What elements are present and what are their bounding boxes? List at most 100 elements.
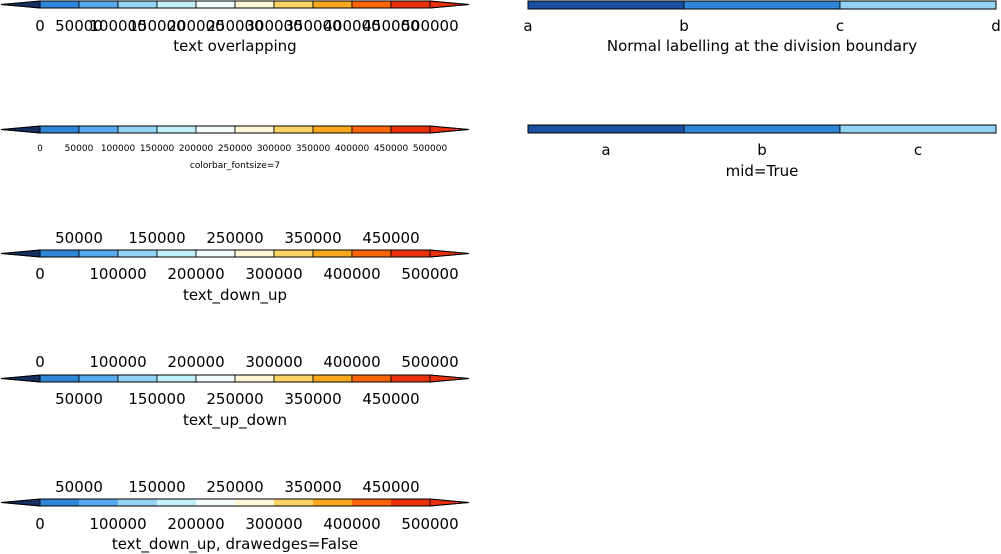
below-tick-label: 50000 <box>65 144 94 154</box>
colorbar-segment <box>78 374 119 383</box>
colorbar-segment <box>312 125 353 134</box>
colorbar-segment <box>273 374 314 383</box>
above-tick-label: 400000 <box>323 353 380 371</box>
below-tick-label: 0 <box>35 17 45 35</box>
colorbar-segment <box>157 499 196 506</box>
above-tick-label: 150000 <box>128 229 185 247</box>
colorbar-segment <box>683 0 841 10</box>
colorbar-panel-4: 50000 150000 250000 350000 450000 0 100000 2000… <box>0 353 470 430</box>
below-tick-label: 300000 <box>245 515 302 533</box>
below-tick-label: 300000 <box>245 265 302 283</box>
below-tick-label: 500000 <box>401 17 458 35</box>
colorbar-segment <box>234 374 275 383</box>
below-tick-label: 500000 <box>413 144 448 154</box>
below-tick-label: 0 <box>35 265 45 283</box>
below-tick-label: 300000 <box>257 144 292 154</box>
colorbar-segment <box>234 0 275 9</box>
below-tick-label: 200000 <box>167 17 224 35</box>
colorbar-segment <box>312 0 353 9</box>
below-tick-label: 200000 <box>179 144 214 154</box>
colorbar-segment <box>351 374 392 383</box>
colorbar-segment <box>351 249 392 258</box>
colorbar-segment <box>195 0 236 9</box>
below-tick-label: 200000 <box>167 265 224 283</box>
below-tick-label: 0 <box>37 144 43 154</box>
colorbar-segment <box>195 125 236 134</box>
above-tick-label: 250000 <box>206 229 263 247</box>
below-tick-label: 100000 <box>89 265 146 283</box>
colorbar-segment <box>39 0 80 9</box>
category-tick-label: a <box>523 17 532 35</box>
colorbar-outline <box>527 124 997 134</box>
colorbar-segment <box>118 499 157 506</box>
colorbar-segment <box>390 0 431 9</box>
colorbar-segment <box>274 499 313 506</box>
colorbar-segment <box>196 499 235 506</box>
colorbar-segment <box>40 499 79 506</box>
colorbar-segment <box>313 499 352 506</box>
above-tick-label: 500000 <box>401 353 458 371</box>
colorbar-segment <box>273 0 314 9</box>
below-tick-label: 100000 <box>101 144 136 154</box>
colorbar-segment <box>117 374 158 383</box>
below-tick-label: 50000 <box>55 17 103 35</box>
category-tick-label: d <box>991 17 1001 35</box>
colorbar-extend-min <box>0 125 41 134</box>
colorbar-segment <box>117 249 158 258</box>
colorbar-extend-max <box>429 374 470 383</box>
above-tick-label: 150000 <box>128 478 185 496</box>
colorbar-segment <box>683 124 841 134</box>
colorbar-extend-max <box>429 0 470 9</box>
below-tick-label: 250000 <box>206 17 263 35</box>
colorbar-panel-5: 0 100000 200000 300000 400000 500000 50000 1500… <box>0 478 470 554</box>
colorbar-title: colorbar_fontsize=7 <box>190 161 280 171</box>
colorbar-segment <box>78 249 119 258</box>
colorbar-extend-min <box>0 374 41 383</box>
colorbar-title: text overlapping <box>173 37 296 55</box>
above-tick-label: 350000 <box>284 478 341 496</box>
above-tick-label: 450000 <box>362 229 419 247</box>
below-tick-label: 150000 <box>128 17 185 35</box>
below-tick-label: 450000 <box>374 144 409 154</box>
colorbar-panel-6: a b c d Normal labelling at the division bou… <box>523 0 1001 55</box>
colorbar-segment <box>527 124 685 134</box>
colorbar-extend-min <box>0 0 41 9</box>
above-tick-label: 50000 <box>55 478 103 496</box>
colorbar-segment <box>390 374 431 383</box>
below-tick-label: 350000 <box>284 390 341 408</box>
category-tick-label: b <box>757 141 767 159</box>
colorbar-outline <box>0 374 470 383</box>
above-tick-label: 200000 <box>167 353 224 371</box>
colorbar-segment <box>78 0 119 9</box>
colorbar-segment <box>39 125 80 134</box>
below-tick-label: 400000 <box>323 265 380 283</box>
below-tick-label: 150000 <box>128 390 185 408</box>
colorbar-segment <box>273 249 314 258</box>
colorbar-segment <box>78 125 119 134</box>
category-tick-label: a <box>601 141 610 159</box>
category-tick-label: b <box>679 17 689 35</box>
above-tick-label: 300000 <box>245 353 302 371</box>
colorbar-segment <box>527 0 685 10</box>
below-tick-label: 0 <box>35 515 45 533</box>
colorbar-segment <box>312 374 353 383</box>
below-tick-label: 450000 <box>362 17 419 35</box>
colorbar-title: text_down_up, drawedges=False <box>112 535 358 554</box>
below-tick-label: 400000 <box>323 17 380 35</box>
below-tick-label: 350000 <box>296 144 331 154</box>
colorbar-segment <box>156 249 197 258</box>
colorbar-segment <box>234 249 275 258</box>
category-tick-label: c <box>914 141 922 159</box>
below-tick-label: 400000 <box>335 144 370 154</box>
colorbar-segment <box>273 125 314 134</box>
colorbar-segment <box>195 374 236 383</box>
colorbar-title: Normal labelling at the division boundar… <box>607 37 917 55</box>
below-tick-label: 100000 <box>89 17 146 35</box>
colorbar-segment <box>234 125 275 134</box>
below-tick-label: 400000 <box>323 515 380 533</box>
colorbar-extend-min <box>0 498 41 507</box>
colorbar-extend-max <box>429 249 470 258</box>
below-tick-label: 150000 <box>140 144 175 154</box>
above-tick-label: 50000 <box>55 229 103 247</box>
